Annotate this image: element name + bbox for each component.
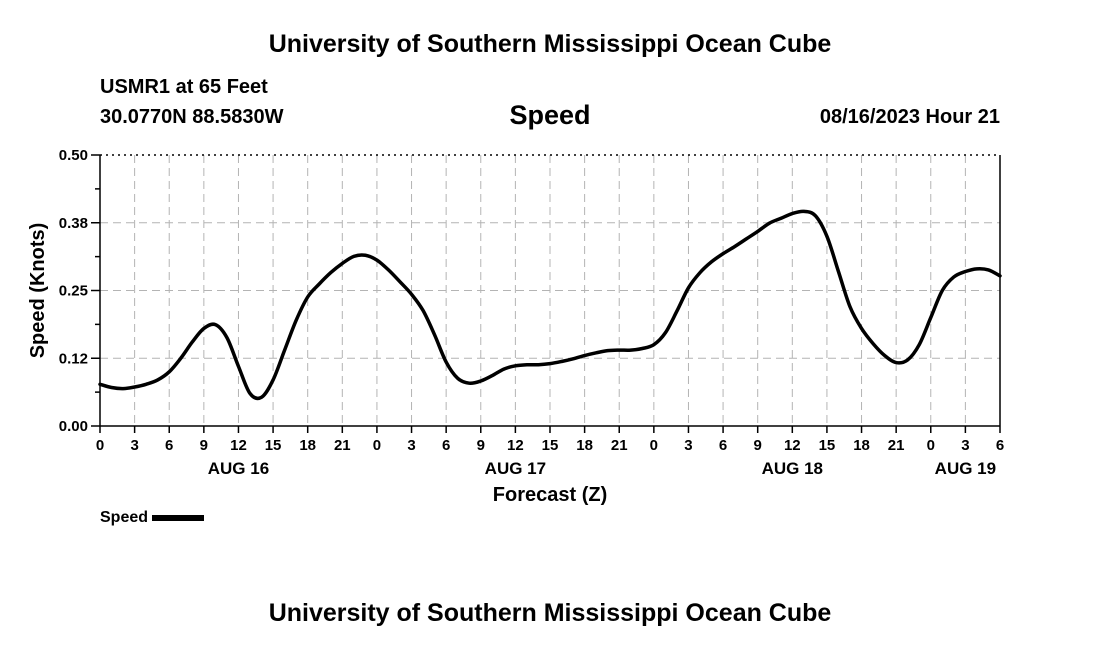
date-label: AUG 18	[762, 459, 823, 478]
x-tick-label: 12	[507, 437, 524, 454]
x-tick-label: 12	[784, 437, 801, 454]
legend-swatch-speed	[152, 515, 205, 521]
x-tick-label: 9	[754, 437, 762, 454]
y-tick-label: 0.00	[59, 418, 88, 435]
chart-title: Speed	[509, 100, 591, 130]
x-tick-label: 6	[165, 437, 173, 454]
x-tick-label: 0	[96, 437, 104, 454]
x-tick-label: 12	[230, 437, 247, 454]
x-tick-label: 9	[200, 437, 208, 454]
x-tick-label: 21	[334, 437, 351, 454]
x-tick-label: 0	[373, 437, 381, 454]
series-layer	[98, 209, 1002, 401]
x-tick-label: 3	[684, 437, 692, 454]
forecast-datetime: 08/16/2023 Hour 21	[819, 106, 1000, 128]
x-tick-label: 3	[407, 437, 415, 454]
date-label: AUG 19	[935, 459, 996, 478]
station-coordinates: 30.0770N 88.5830W	[100, 106, 284, 128]
footer-title: University of Southern Mississippi Ocean…	[268, 599, 832, 627]
x-tick-label: 21	[611, 437, 628, 454]
x-tick-label: 0	[650, 437, 658, 454]
x-tick-label: 6	[719, 437, 727, 454]
page-title: University of Southern Mississippi Ocean…	[268, 30, 832, 58]
x-tick-label: 0	[927, 437, 935, 454]
x-axis-title: Forecast (Z)	[493, 484, 607, 506]
x-tick-label: 15	[265, 437, 282, 454]
date-label: AUG 17	[485, 459, 546, 478]
x-tick-label: 3	[130, 437, 138, 454]
station-label: USMR1 at 65 Feet	[100, 76, 268, 98]
x-tick-label: 15	[542, 437, 559, 454]
x-tick-label: 6	[442, 437, 450, 454]
x-tick-label: 9	[477, 437, 485, 454]
legend: Speed	[100, 509, 205, 527]
grid	[100, 154, 1000, 426]
x-tick-label: 6	[996, 437, 1004, 454]
x-tick-label: 18	[299, 437, 316, 454]
y-tick-label: 0.50	[59, 147, 88, 164]
axes	[91, 154, 1001, 433]
y-tick-label: 0.12	[59, 350, 88, 367]
x-tick-label: 18	[576, 437, 593, 454]
legend-label: Speed	[100, 509, 149, 526]
x-tick-label: 18	[853, 437, 870, 454]
y-tick-label: 0.38	[59, 215, 88, 232]
x-tick-label: 21	[888, 437, 905, 454]
series-line-speed	[98, 209, 1002, 401]
y-axis-title: Speed (Knots)	[27, 223, 49, 359]
y-tick-label: 0.25	[59, 283, 88, 300]
x-tick-label: 15	[819, 437, 836, 454]
x-tick-label: 3	[961, 437, 969, 454]
date-label: AUG 16	[208, 459, 269, 478]
axis-labels: 0.00 0.12 0.25 0.38 0.50 0 3 6 9 12 15 18 21 0 3 6 9 12 15…	[27, 147, 1004, 506]
